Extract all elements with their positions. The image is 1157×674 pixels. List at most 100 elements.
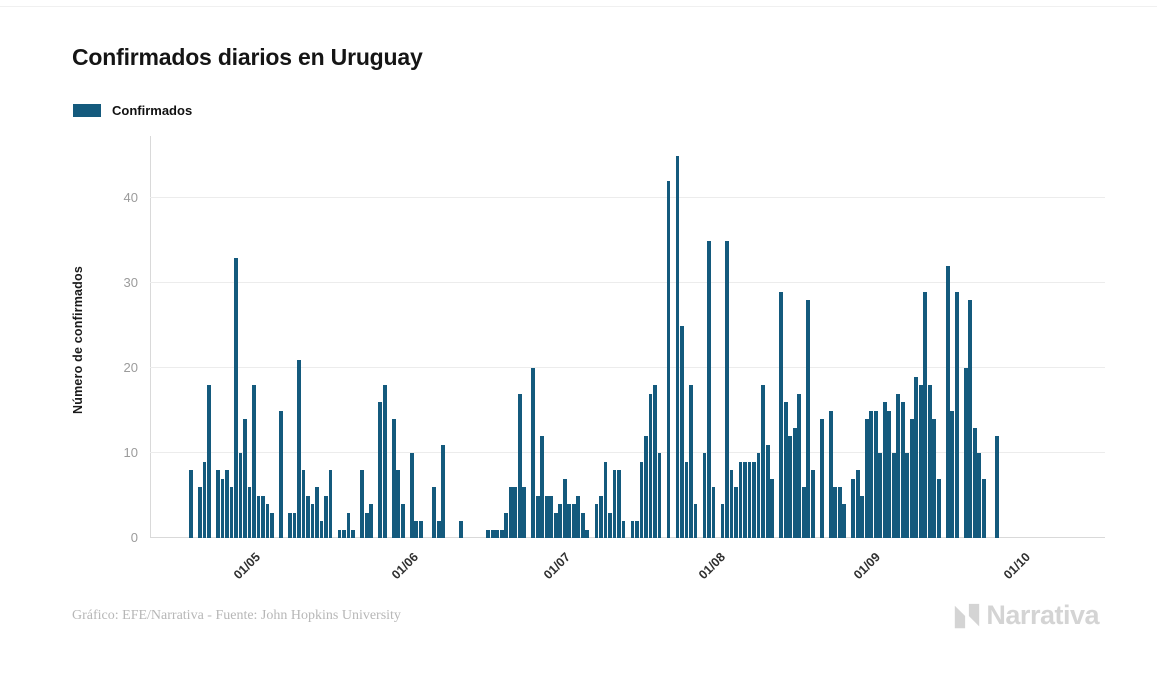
gridline-40 [150, 197, 1105, 198]
bar [328, 470, 333, 538]
bar [306, 495, 310, 538]
bar [608, 512, 612, 538]
bar [806, 300, 811, 538]
bar [207, 385, 211, 538]
bar [369, 504, 374, 538]
bar [927, 385, 932, 538]
bar [752, 461, 756, 538]
bar [558, 504, 563, 538]
bar [783, 402, 788, 538]
gridline-30 [150, 282, 1105, 283]
x-tick-label-01-10: 01/10 [1000, 549, 1034, 583]
bar [779, 291, 784, 538]
bar [977, 453, 982, 538]
bar [648, 393, 653, 538]
bar [711, 487, 716, 538]
bar [981, 478, 986, 538]
bar [297, 359, 301, 538]
bar [738, 461, 743, 538]
bar [562, 478, 567, 538]
bar [270, 512, 274, 538]
bar [414, 521, 419, 538]
bar [346, 512, 351, 538]
bar [315, 487, 319, 538]
bar [891, 453, 896, 538]
y-tick-label-30: 30 [123, 275, 138, 290]
bar [810, 470, 815, 538]
bar [594, 504, 599, 538]
bar [234, 257, 238, 538]
bar [914, 376, 919, 538]
bar [360, 470, 364, 538]
bar [364, 512, 369, 538]
bar [936, 478, 941, 538]
bar [495, 529, 500, 538]
bar [792, 427, 797, 538]
bar [630, 521, 635, 538]
bar [513, 487, 518, 538]
bar [243, 419, 247, 538]
bar [319, 521, 324, 538]
bar [918, 385, 923, 538]
bar [837, 487, 842, 538]
bar [400, 504, 405, 538]
bar [851, 478, 856, 538]
bar [553, 512, 558, 538]
bar [819, 419, 824, 538]
x-tick-label-01-06: 01/06 [388, 549, 422, 583]
bar [459, 521, 464, 538]
bar [801, 487, 806, 538]
narrativa-logo-icon [955, 603, 980, 628]
bar [702, 453, 707, 538]
bar [544, 495, 549, 538]
bar [599, 495, 603, 538]
bar [571, 504, 576, 538]
y-tick-label-10: 10 [123, 445, 138, 460]
bar [252, 385, 256, 538]
bar [256, 495, 261, 538]
bar [869, 410, 874, 538]
x-tick-label-01-08: 01/08 [695, 549, 729, 583]
bar [576, 495, 581, 538]
bar [238, 453, 243, 538]
x-tick-label-01-07: 01/07 [540, 549, 574, 583]
bar [900, 402, 905, 538]
legend-label: Confirmados [112, 103, 193, 118]
bar [436, 521, 441, 538]
bar [765, 444, 770, 538]
bar [585, 529, 590, 538]
bar [247, 487, 252, 538]
gridline-10 [150, 452, 1105, 453]
bar [689, 385, 693, 538]
bar [508, 487, 513, 538]
legend: Confirmados [73, 103, 192, 118]
bar [873, 410, 878, 538]
y-axis-title: Número de confirmados [71, 266, 85, 414]
narrativa-logo-text: Narrativa [986, 600, 1099, 630]
x-tick-label-01-05: 01/05 [230, 549, 264, 583]
bar [229, 487, 234, 538]
bar [202, 461, 207, 538]
y-tick-label-20: 20 [123, 360, 138, 375]
bar [855, 470, 860, 538]
bar [675, 155, 680, 538]
bar [517, 393, 522, 538]
bar [909, 419, 914, 538]
bar [945, 266, 950, 538]
bar [882, 402, 887, 538]
bar [378, 402, 383, 538]
bar [279, 410, 283, 538]
legend-swatch [73, 104, 101, 117]
bar [225, 470, 229, 538]
bar [261, 495, 265, 538]
bar [878, 453, 883, 538]
bar [864, 419, 869, 538]
bar [923, 291, 928, 538]
plot-area [150, 130, 1105, 538]
bar [567, 504, 572, 538]
y-tick-label-40: 40 [123, 190, 138, 205]
bar [657, 453, 662, 538]
bar [310, 504, 315, 538]
bar [288, 512, 292, 538]
bar [265, 504, 270, 538]
